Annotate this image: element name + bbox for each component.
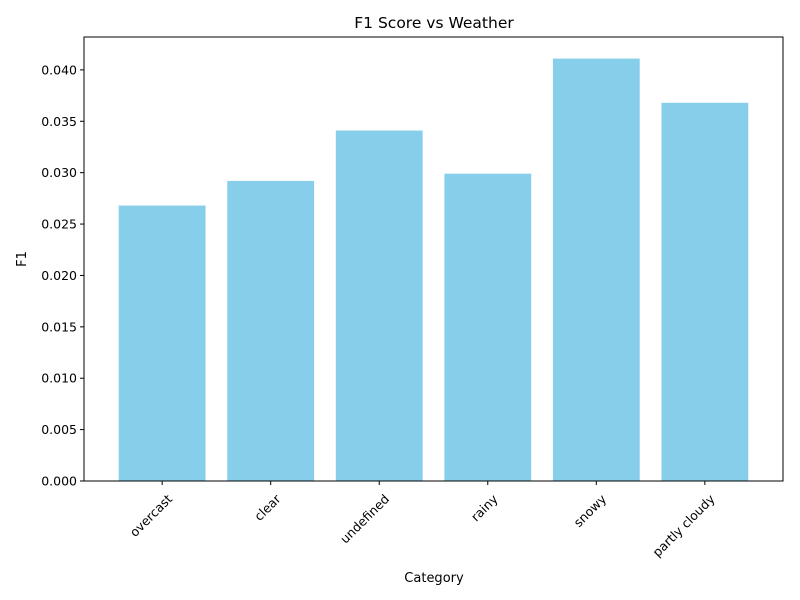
x-tick-label: overcast (127, 491, 176, 540)
bar-undefined (335, 130, 423, 481)
x-tick-label: snowy (571, 491, 610, 530)
bar-overcast (118, 205, 206, 482)
bar-snowy (552, 58, 640, 481)
y-tick-label: 0.040 (41, 62, 77, 77)
y-tick-label: 0.035 (41, 114, 77, 129)
y-tick-label: 0.015 (41, 319, 77, 334)
bars-group (118, 58, 749, 482)
bar-rainy (444, 173, 532, 481)
y-tick-label: 0.020 (41, 268, 77, 283)
y-tick-label: 0.010 (41, 371, 77, 386)
x-axis: overcast clear undefined rainy snowy partly c… (127, 481, 718, 560)
bar-partly-cloudy (661, 102, 749, 482)
x-tick-label: partly cloudy (649, 491, 718, 560)
x-tick-label: undefined (337, 491, 392, 546)
y-tick-label: 0.030 (41, 165, 77, 180)
plot-frame (83, 36, 784, 482)
chart-title: F1 Score vs Weather (354, 14, 514, 32)
bar-clear (227, 180, 315, 481)
y-tick-label: 0.000 (41, 474, 77, 489)
y-axis-label: F1 (15, 251, 30, 267)
x-tick-label: clear (251, 491, 284, 524)
y-axis: 0.000 0.005 0.010 0.015 0.020 0.025 0.030 0.035… (41, 62, 84, 489)
x-tick-label: rainy (468, 491, 501, 524)
y-tick-label: 0.005 (41, 422, 77, 437)
x-axis-label: Category (404, 571, 464, 586)
y-tick-label: 0.025 (41, 217, 77, 232)
